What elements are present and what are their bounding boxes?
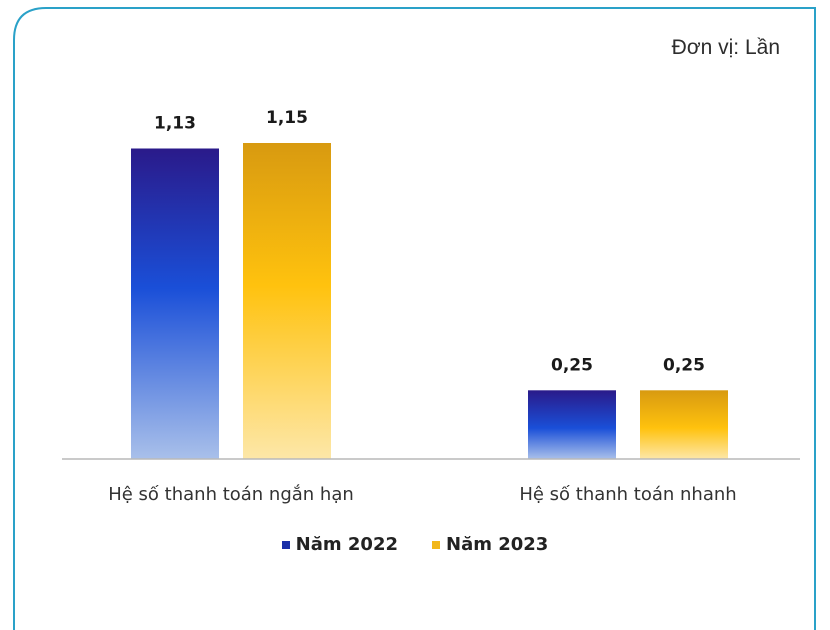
bar-2023-cat2	[640, 390, 728, 459]
unit-label: Đơn vị: Lần	[671, 36, 780, 59]
legend-swatch-2022	[281, 540, 290, 549]
category-label-2: Hệ số thanh toán nhanh	[519, 484, 736, 505]
labels-group: 1,13 1,15 0,25 0,25 Hệ số thanh toán ngắn hạ…	[108, 108, 736, 505]
data-label-2022-cat1: 1,13	[154, 113, 196, 133]
legend: Năm 2022 Năm 2023	[0, 534, 830, 555]
category-label-1: Hệ số thanh toán ngắn hạn	[108, 484, 354, 505]
data-label-2022-cat2: 0,25	[551, 355, 593, 375]
legend-swatch-2023	[432, 540, 440, 549]
bar-2022-cat2	[528, 390, 616, 459]
bar-2022-cat1	[131, 148, 219, 459]
legend-item-2023: Năm 2023	[432, 534, 548, 555]
data-label-2023-cat2: 0,25	[663, 355, 705, 375]
legend-label-2022: Năm 2022	[295, 534, 398, 555]
data-label-2023-cat1: 1,15	[266, 108, 308, 128]
legend-label-2023: Năm 2023	[446, 534, 549, 555]
bars-group	[131, 143, 728, 459]
legend-item-2022: Năm 2022	[281, 534, 398, 555]
frame-border	[13, 7, 816, 630]
bar-2023-cat1	[243, 143, 331, 459]
